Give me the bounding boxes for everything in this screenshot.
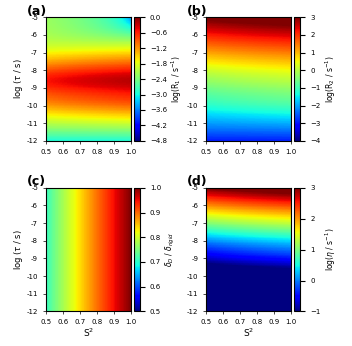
Text: (d): (d) bbox=[187, 175, 208, 189]
Y-axis label: log ($\tau$ / s): log ($\tau$ / s) bbox=[12, 59, 25, 100]
Y-axis label: log(R$_1$ / s$^{-1}$): log(R$_1$ / s$^{-1}$) bbox=[170, 55, 184, 103]
Y-axis label: log($\eta$ / s$^{-1}$): log($\eta$ / s$^{-1}$) bbox=[323, 228, 338, 271]
Y-axis label: log(R$_2$ / s$^{-1}$): log(R$_2$ / s$^{-1}$) bbox=[323, 55, 338, 103]
Y-axis label: log ($\tau$ / s): log ($\tau$ / s) bbox=[12, 229, 25, 270]
Text: (a): (a) bbox=[27, 5, 47, 18]
X-axis label: S$^2$: S$^2$ bbox=[243, 326, 254, 339]
X-axis label: S$^2$: S$^2$ bbox=[83, 326, 94, 339]
Y-axis label: $\delta_D$ / $\delta_{rigid}$: $\delta_D$ / $\delta_{rigid}$ bbox=[164, 232, 177, 267]
Text: (c): (c) bbox=[27, 175, 46, 189]
Text: (b): (b) bbox=[187, 5, 208, 18]
